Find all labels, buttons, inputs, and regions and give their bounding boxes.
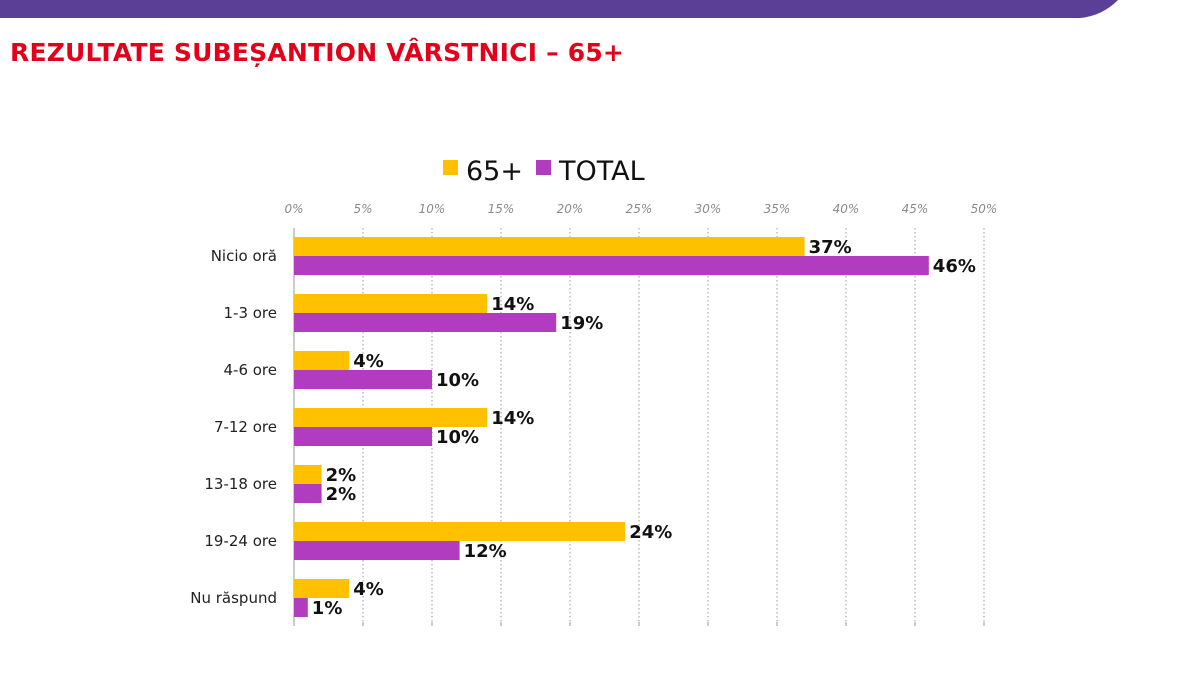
tick-label: 45%	[902, 202, 929, 216]
bar	[294, 484, 322, 503]
legend-swatch	[536, 160, 551, 175]
legend-label: 65+	[466, 156, 523, 187]
tick-label: 15%	[488, 202, 515, 216]
page-title: REZULTATE SUBEȘANTION VÂRSTNICI – 65+	[10, 38, 625, 67]
bar	[294, 598, 308, 617]
bar	[294, 237, 805, 256]
tick-label: 10%	[419, 202, 446, 216]
data-label: 2%	[326, 484, 357, 505]
category-label: 1-3 ore	[223, 304, 277, 322]
bar	[294, 313, 557, 332]
data-label: 14%	[491, 408, 534, 429]
bar	[294, 579, 350, 598]
data-label: 4%	[353, 351, 384, 372]
legend-swatch	[443, 160, 458, 175]
bar	[294, 408, 488, 427]
category-label: 4-6 ore	[223, 361, 277, 379]
category-label: Nicio oră	[211, 247, 277, 265]
data-label: 4%	[353, 579, 384, 600]
data-label: 10%	[436, 427, 479, 448]
tick-label: 40%	[833, 202, 860, 216]
tick-label: 30%	[695, 202, 722, 216]
bar	[294, 294, 488, 313]
data-label: 2%	[326, 465, 357, 486]
tick-label: 50%	[971, 202, 998, 216]
tick-label: 5%	[353, 202, 372, 216]
chart-bars	[294, 237, 929, 617]
category-label: Nu răspund	[190, 589, 277, 607]
data-label: 14%	[491, 294, 534, 315]
category-label: 19-24 ore	[204, 532, 277, 550]
data-label: 1%	[312, 598, 343, 619]
tick-label: 25%	[626, 202, 653, 216]
data-label: 24%	[629, 522, 672, 543]
bar	[294, 427, 432, 446]
data-label: 37%	[809, 237, 852, 258]
legend-label: TOTAL	[558, 156, 645, 187]
data-label: 46%	[933, 256, 976, 277]
bar	[294, 522, 626, 541]
tick-label: 0%	[284, 202, 303, 216]
y-axis-categories: Nicio oră 1-3 ore 4-6 ore 7-12 ore 13-18 ore…	[190, 247, 277, 607]
bar	[294, 541, 460, 560]
bar	[294, 465, 322, 484]
data-labels: 37% 46% 14% 19% 4% 10% 14% 10% 2%2% 24% 12% 4% 1%	[312, 237, 976, 619]
data-label: 19%	[560, 313, 603, 334]
bar	[294, 370, 432, 389]
data-label: 10%	[436, 370, 479, 391]
header-band	[0, 0, 1118, 18]
x-axis-ticks: 0% 5% 10% 15% 20% 25% 30% 35% 40% 45% 50%	[284, 202, 997, 216]
tick-label: 35%	[764, 202, 791, 216]
data-label: 12%	[464, 541, 507, 562]
header-band-shape	[0, 0, 1118, 18]
bar	[294, 256, 929, 275]
tick-label: 20%	[557, 202, 584, 216]
bar	[294, 351, 350, 370]
chart-legend: 65+ TOTAL	[443, 156, 645, 187]
category-label: 13-18 ore	[204, 475, 277, 493]
category-label: 7-12 ore	[214, 418, 277, 436]
